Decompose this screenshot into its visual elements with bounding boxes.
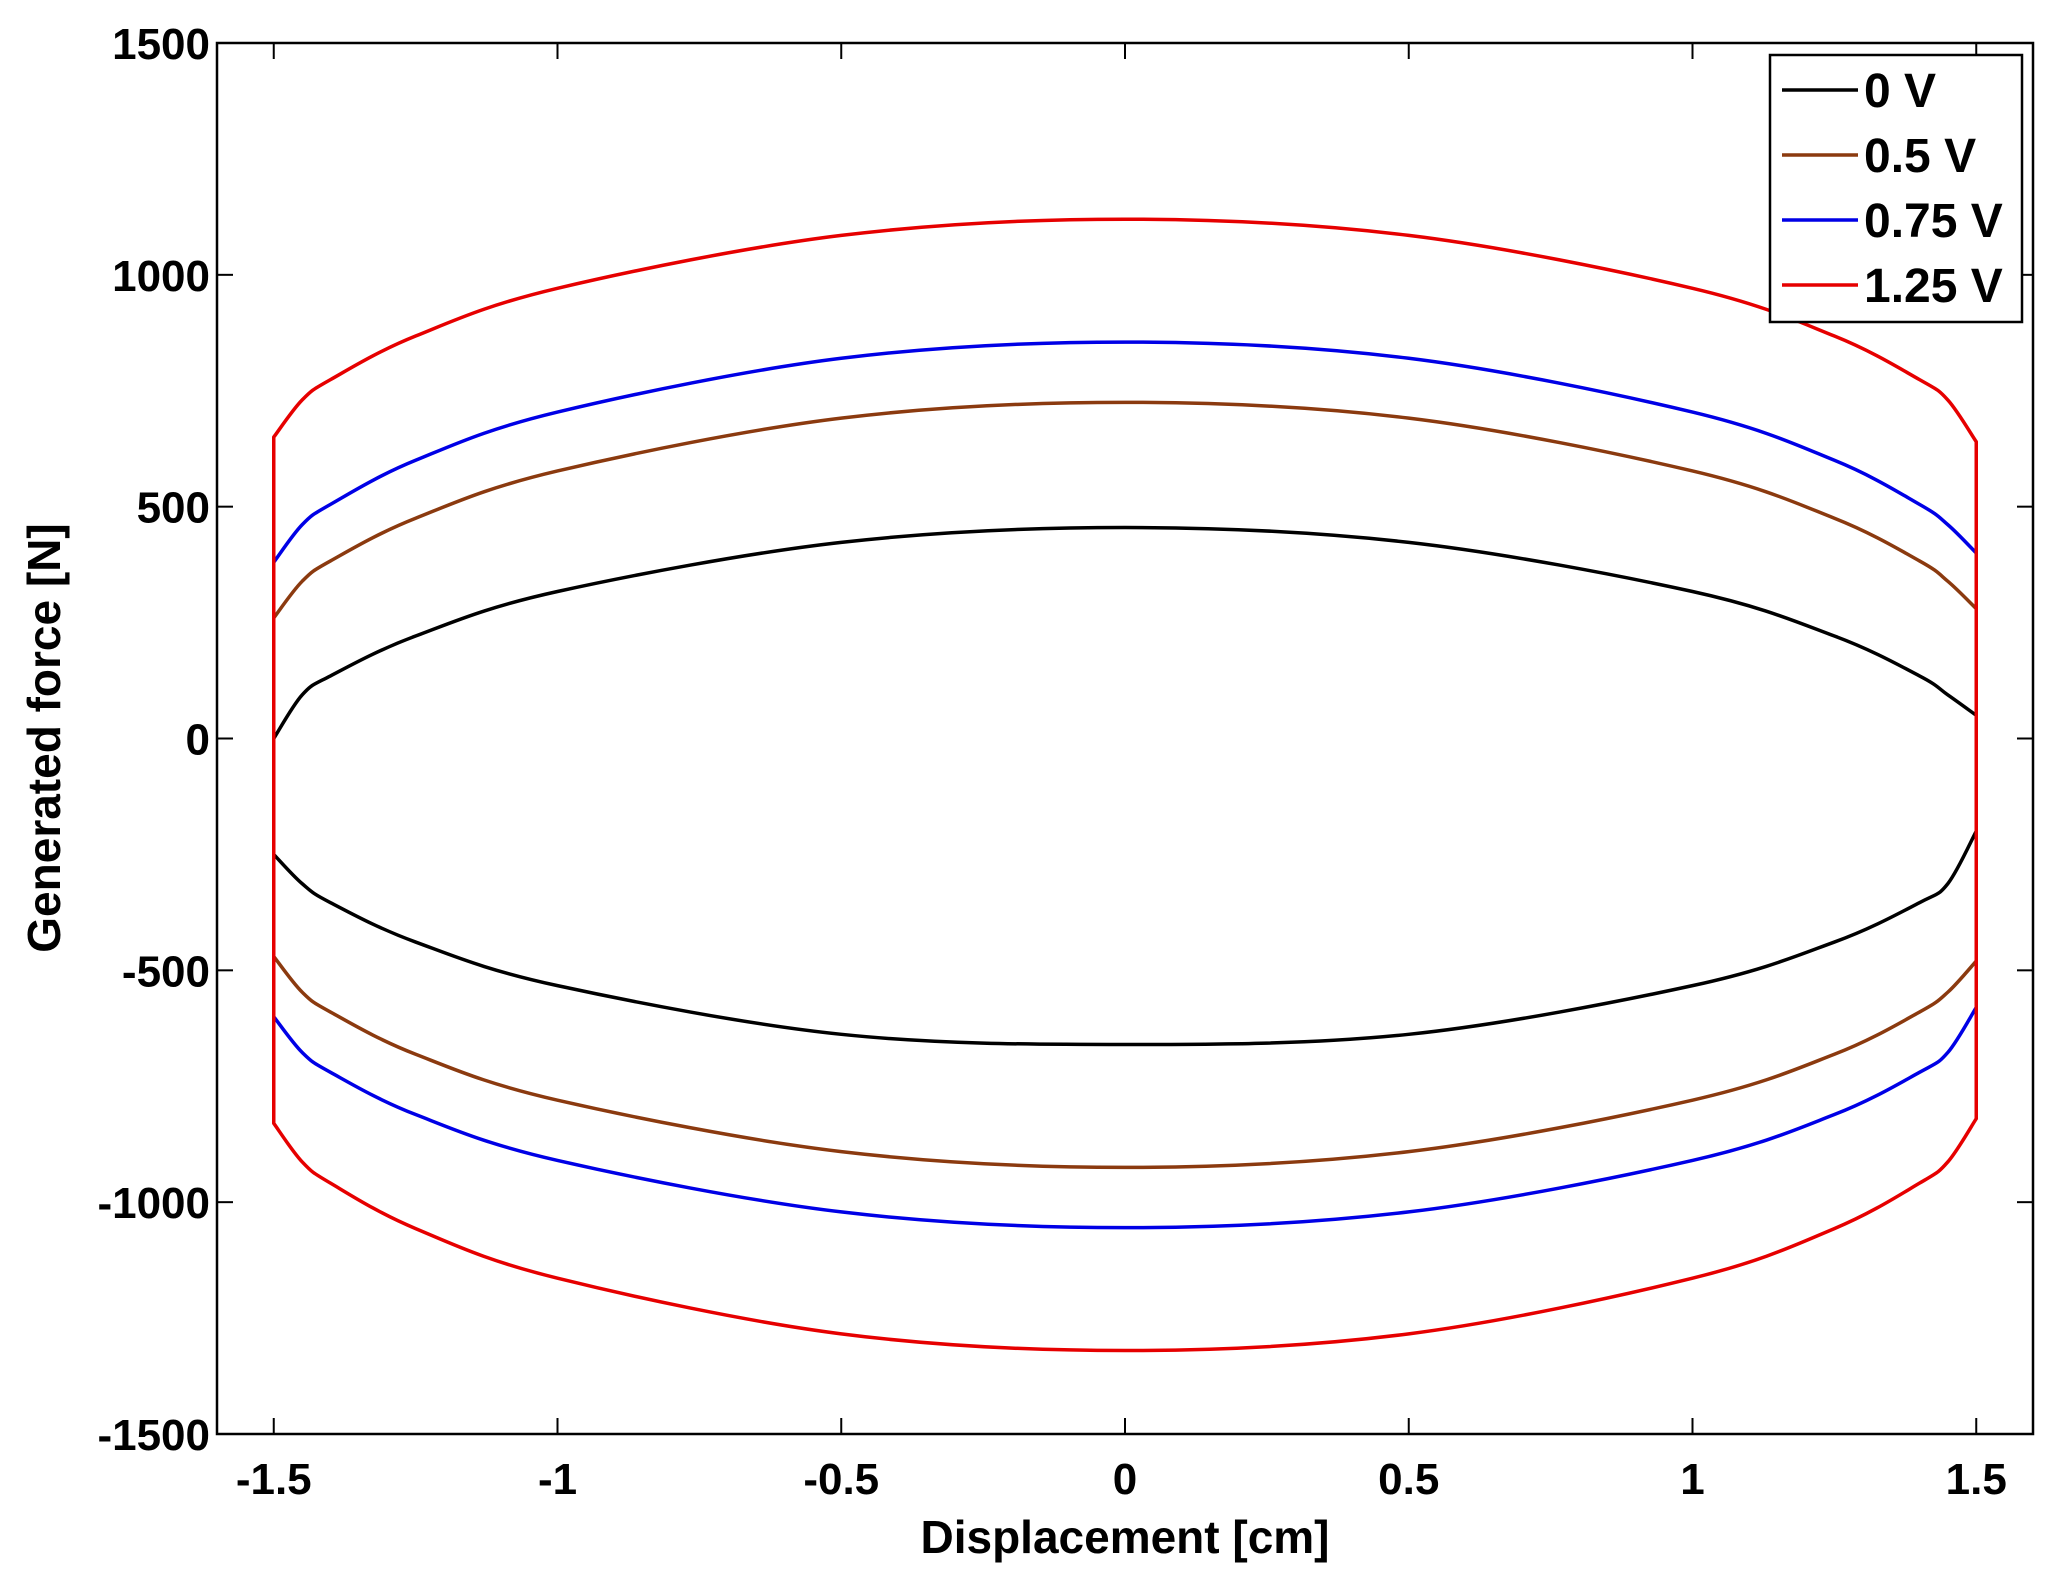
- legend: 0 V 0.5 V 0.75 V 1.25 V: [1768, 53, 2024, 324]
- y-tick-label: 1500: [112, 20, 210, 69]
- y-axis-label: Generated force [N]: [18, 523, 70, 952]
- y-tick-label: -1000: [97, 1179, 210, 1228]
- x-tick-label: 0: [1113, 1455, 1137, 1504]
- legend-label: 0.75 V: [1864, 195, 2003, 248]
- legend-label: 0.5 V: [1864, 130, 1976, 183]
- y-tick-label: 0: [186, 716, 210, 765]
- plot-frame: [215, 41, 2035, 1436]
- ticks-layer: -1.5 -1 -0.5 0 0.5 1 1.5 1500 1000 500 0 -500 -1000 -…: [97, 20, 2033, 1504]
- x-axis-label: Displacement [cm]: [920, 1511, 1329, 1563]
- y-tick-label: 500: [137, 484, 210, 533]
- x-tick-label: -1: [538, 1455, 577, 1504]
- legend-box: [1768, 53, 2024, 324]
- x-tick-label: 1.5: [1946, 1455, 2007, 1504]
- y-tick-label: 1000: [112, 252, 210, 301]
- y-tick-label: -500: [122, 947, 210, 996]
- series-loop-0-5-V: [272, 400, 1978, 1170]
- x-tick-label: 1: [1680, 1455, 1704, 1504]
- x-tick-label: 0.5: [1378, 1455, 1439, 1504]
- legend-label: 1.25 V: [1864, 260, 2003, 313]
- series-loop-0-V: [272, 525, 1978, 1047]
- series-loop-1-25-V: [272, 217, 1978, 1353]
- y-tick-label: -1500: [97, 1411, 210, 1460]
- x-tick-label: -0.5: [803, 1455, 879, 1504]
- legend-label: 0 V: [1864, 65, 1936, 118]
- series-layer: [272, 217, 1978, 1353]
- x-tick-label: -1.5: [236, 1455, 312, 1504]
